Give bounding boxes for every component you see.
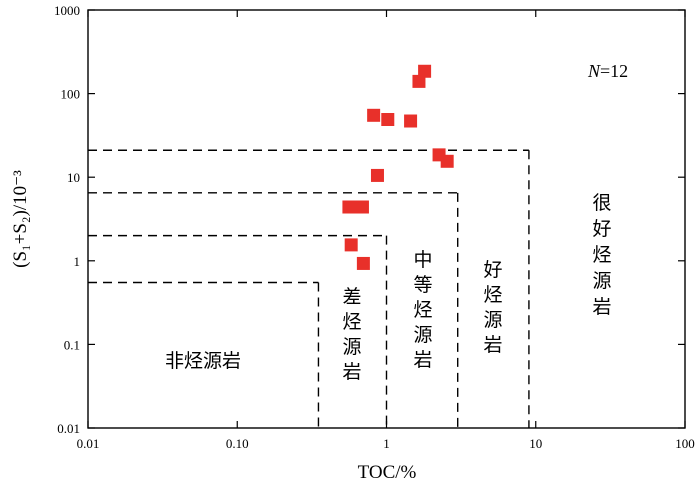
annotation-n: N=12 [587,61,628,81]
x-tick-label: 10 [529,436,542,451]
data-point [355,200,369,214]
y-tick-label: 1 [74,254,81,269]
annotation-n-value: =12 [600,61,628,81]
zone-boundaries [88,149,530,428]
data-point [440,154,454,168]
x-tick-label: 100 [675,436,695,451]
data-point [344,238,358,252]
zone-label: 差烃源岩 [342,286,361,383]
y-tick-label: 0.01 [57,421,80,436]
data-point [370,168,384,182]
y-tick-label: 0.1 [64,337,80,352]
y-axis-label: (S₁+S₂)/10⁻³ [10,170,31,268]
data-point [412,74,426,88]
y-tick-label: 100 [61,87,81,102]
data-point [418,64,432,78]
annotation-n-prefix: N [587,61,601,81]
data-point [356,256,370,270]
data-point [404,114,418,128]
zone-label: 很好烃源岩 [592,192,611,318]
data-point [381,112,395,126]
y-tick-label: 10 [67,170,80,185]
zone-labels: 非烃源岩 差烃源岩 中等烃源岩 好烃源岩 很好烃源岩 [165,192,612,383]
x-tick-label: 1 [383,436,390,451]
y-tick-label: 1000 [54,3,80,18]
data-points [342,64,454,270]
x-tick-label: 0.01 [77,436,100,451]
zone-label: 非烃源岩 [165,350,241,372]
x-axis-label: TOC/% [358,462,417,483]
x-tick-label: 0.10 [226,436,249,451]
axis-ticks: 0.01 0.10 1 10 100 0.01 0.1 1 10 100 1000 [54,3,695,451]
zone-label: 好烃源岩 [483,259,502,356]
zone-label: 中等烃源岩 [413,249,432,371]
data-point [367,108,381,122]
